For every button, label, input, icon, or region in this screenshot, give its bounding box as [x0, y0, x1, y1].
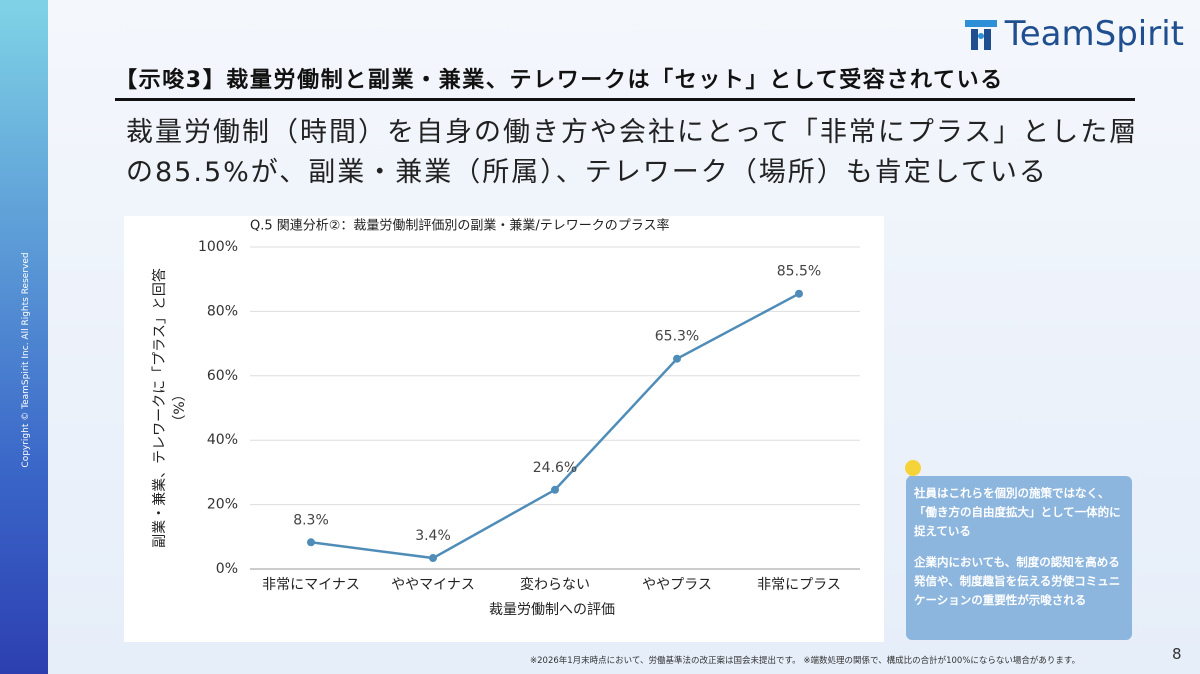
callout-text: 社員はこれらを個別の施策ではなく、「働き方の自由度拡大」として一体的に捉えている — [914, 486, 1121, 538]
y-tick-label: 60% — [207, 368, 238, 384]
line — [310, 292, 800, 560]
y-axis-label: （%） — [172, 387, 188, 428]
point — [429, 554, 437, 563]
point — [673, 354, 681, 363]
x-tick-label: ややプラス — [642, 577, 712, 593]
footnote: ※2026年1月末時点において、労働基準法の改正案は国会未提出です。 ※端数処理… — [530, 656, 1081, 666]
y-tick-label: 20% — [207, 497, 238, 513]
x-tick-label: 非常にマイナス — [262, 577, 360, 593]
page-number: 8 — [1172, 645, 1182, 663]
logo: TeamSpirit — [963, 14, 1184, 54]
side-bar — [0, 0, 48, 674]
point — [551, 485, 559, 494]
y-tick-label: 80% — [207, 303, 238, 319]
chart-title: Q.5 関連分析②：裁量労働制評価別の副業・兼業/テレワークのプラス率 — [250, 218, 670, 234]
x-tick-label: ややマイナス — [391, 577, 475, 593]
x-tick-label: 変わらない — [520, 576, 590, 593]
logo-text: TeamSpirit — [1004, 14, 1184, 54]
value-label: 8.3% — [293, 512, 329, 528]
y-tick-label: 100% — [198, 239, 238, 255]
value-label: 65.3% — [655, 329, 699, 345]
point — [307, 538, 315, 547]
y-tick-label: 40% — [207, 432, 238, 448]
lead-line: 裁量労働制（時間）を自身の働き方や会社にとって「非常にプラス」とした層 — [126, 117, 1139, 148]
point — [795, 289, 803, 298]
logo-icon — [964, 20, 997, 50]
heading: 【示唆3】裁量労働制と副業・兼業、テレワークは「セット」として受容されている — [115, 62, 1135, 101]
x-tick-label: 非常にプラス — [757, 577, 841, 593]
chart-panel — [124, 216, 884, 642]
callout: 社員はこれらを個別の施策ではなく、「働き方の自由度拡大」として一体的に捉えている… — [906, 476, 1132, 640]
callout-text: 企業内においても、制度の認知を高める発信や、制度趣旨を伝える労使コミュニケーショ… — [914, 555, 1121, 607]
x-axis-label: 裁量労働制への評価 — [489, 602, 615, 618]
y-axis-label: 副業・兼業、テレワークに「プラス」と回答 — [151, 268, 168, 548]
value-label: 24.6% — [533, 460, 577, 476]
value-label: 3.4% — [415, 528, 451, 544]
y-tick-label: 0% — [216, 561, 238, 577]
lead-line: の85.5%が、副業・兼業（所属）、テレワーク（場所）も肯定している — [126, 157, 1048, 188]
value-label: 85.5% — [777, 264, 821, 280]
